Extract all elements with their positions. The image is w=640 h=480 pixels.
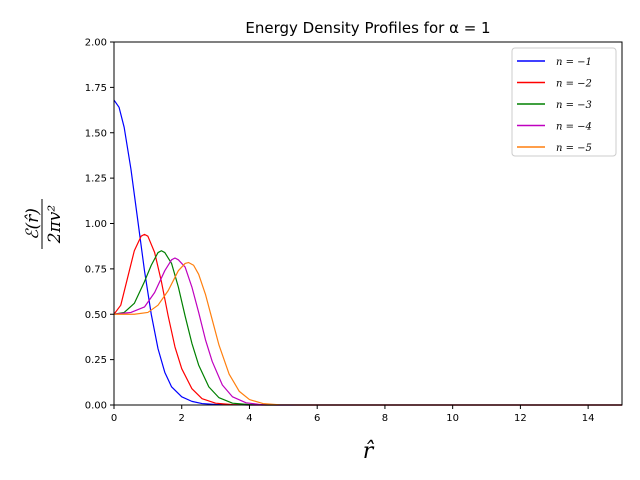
legend-label: n = −5 [556, 143, 592, 154]
y-tick-label: 0.75 [85, 264, 107, 275]
x-tick-label: 4 [246, 413, 252, 424]
legend-label: n = −3 [556, 100, 592, 111]
legend-frame [511, 47, 617, 157]
legend: n = −1 n = −2 n = −3 n = −4 n = −5 [511, 47, 617, 157]
x-tick-label: 0 [111, 413, 117, 424]
x-tick-label: 6 [314, 413, 320, 424]
y-axis-label-numerator: ℰ(r̂) [23, 208, 43, 240]
y-tick-label: 0.00 [85, 401, 107, 412]
y-tick-label: 0.25 [85, 355, 107, 366]
x-tick-label: 8 [382, 413, 388, 424]
x-tick-label: 2 [179, 413, 185, 424]
legend-label: n = −2 [556, 79, 592, 90]
series-line-2 [113, 233, 622, 406]
chart-title: Energy Density Profiles for α = 1 [245, 19, 490, 37]
y-tick-label: 1.00 [85, 219, 107, 230]
y-axis-label: ℰ(r̂) 2πv² [23, 199, 65, 249]
x-axis-label: r̂ [363, 439, 375, 464]
y-axis-label-denominator: 2πv² [45, 205, 65, 245]
x-tick-label: 10 [446, 413, 459, 424]
series-line-3 [113, 250, 622, 406]
series-line-5 [114, 261, 622, 406]
y-tick-label: 1.50 [85, 128, 107, 139]
x-axis: 0 2 4 6 8 10 12 14 [111, 405, 595, 424]
legend-label: n = −4 [556, 122, 592, 133]
x-tick-label: 12 [514, 413, 527, 424]
y-tick-label: 2.00 [85, 38, 107, 49]
x-tick-label: 14 [582, 413, 595, 424]
y-axis: 0.00 0.25 0.50 0.75 1.00 1.25 1.50 1.75 2.00 [85, 38, 114, 412]
series-line-4 [113, 257, 622, 406]
y-tick-label: 1.75 [85, 83, 107, 94]
y-tick-label: 1.25 [85, 174, 107, 185]
y-tick-label: 0.50 [85, 310, 107, 321]
legend-label: n = −1 [556, 57, 592, 68]
